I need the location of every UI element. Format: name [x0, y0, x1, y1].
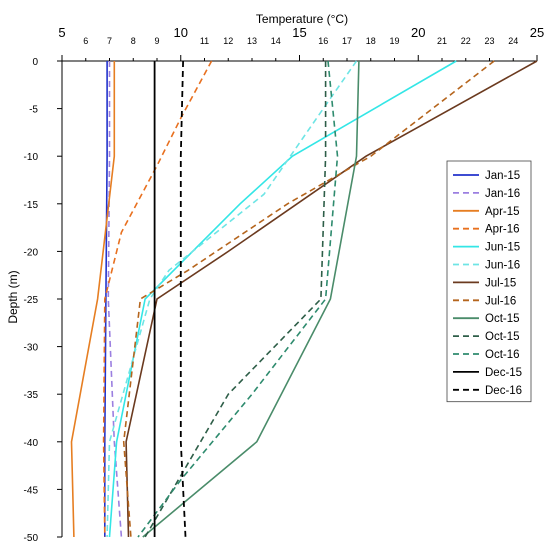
legend: Jan-15 Jan-16 Apr-15 Apr-16 Jun-15 Jun-16 Jul-…	[446, 160, 532, 403]
legend-entry-label: Jun-15	[485, 242, 520, 254]
x-tick-label-minor: 9	[154, 36, 159, 46]
x-tick-label-minor: 21	[437, 36, 447, 46]
x-tick-label-minor: 13	[247, 36, 257, 46]
x-tick-label-minor: 6	[83, 36, 88, 46]
y-tick-label: -40	[24, 438, 39, 449]
series-line-1	[107, 61, 123, 538]
x-tick-label-minor: 16	[318, 36, 328, 46]
y-tick-label: -20	[24, 247, 39, 258]
legend-entry-label: Oct-15	[485, 313, 520, 325]
x-tick-label-minor: 12	[223, 36, 233, 46]
series-line-0	[104, 61, 108, 537]
legend-entry-label: Dec-16	[485, 385, 522, 397]
series-line-12	[179, 60, 187, 538]
legend-entry-label: Jan-15	[485, 170, 520, 182]
x-tick-label-minor: 22	[461, 36, 471, 46]
legend-entry-label: Dec-15	[485, 367, 522, 379]
x-tick-label-minor: 7	[107, 36, 112, 46]
legend-entry-label: Jun-16	[485, 260, 520, 272]
x-tick-label-major: 5	[58, 25, 65, 40]
y-tick-label: -25	[24, 295, 39, 306]
y-tick-label: -35	[24, 390, 39, 401]
x-tick-label-major: 20	[411, 25, 425, 40]
legend-entry-label: Oct-16	[485, 349, 520, 361]
y-tick-label: -50	[24, 533, 39, 542]
y-tick-label: 0	[32, 57, 38, 68]
series-line-3	[102, 60, 213, 538]
axes: 5 10 15 20 25 6 7 8 9 11 12 13 14 16 17 18 19 21 22 23 24 0 -5…	[24, 25, 545, 542]
x-tick-label-minor: 14	[271, 36, 281, 46]
series-line-9	[144, 61, 327, 538]
series-line-6	[125, 60, 538, 538]
x-axis-title: Temperature (°C)	[256, 12, 348, 26]
legend-entry-label: Apr-16	[485, 224, 520, 236]
x-tick-label-minor: 19	[389, 36, 399, 46]
y-axis-title: Depth (m)	[6, 270, 20, 323]
legend-entry-label: Jan-16	[485, 188, 520, 200]
x-tick-label-major: 15	[292, 25, 306, 40]
y-tick-label: -15	[24, 200, 39, 211]
x-tick-label-minor: 8	[131, 36, 136, 46]
legend-entry-label: Apr-15	[485, 206, 520, 218]
x-tick-label-minor: 23	[484, 36, 494, 46]
x-tick-label-minor: 18	[366, 36, 376, 46]
y-tick-label: -45	[24, 485, 39, 496]
x-tick-label-minor: 11	[200, 36, 209, 46]
x-tick-label-minor: 24	[508, 36, 518, 46]
y-tick-label: -10	[24, 152, 39, 163]
legend-box	[446, 160, 532, 403]
series-lines	[70, 60, 538, 538]
x-tick-label-major: 10	[174, 25, 188, 40]
y-tick-label: -5	[29, 105, 38, 116]
x-tick-label-minor: 17	[342, 36, 352, 46]
x-tick-label-major: 25	[530, 25, 544, 40]
series-line-10	[137, 60, 339, 538]
legend-entry-label: Jul-16	[485, 295, 516, 307]
series-line-4	[108, 60, 457, 538]
series-line-2	[70, 61, 116, 538]
legend-entry-label: Jul-15	[485, 277, 516, 289]
series-line-8	[142, 60, 360, 538]
legend-entry-label: Oct-15	[485, 331, 520, 343]
series-line-7	[122, 60, 495, 538]
y-tick-label: -30	[24, 343, 39, 354]
series-line-5	[106, 60, 358, 538]
